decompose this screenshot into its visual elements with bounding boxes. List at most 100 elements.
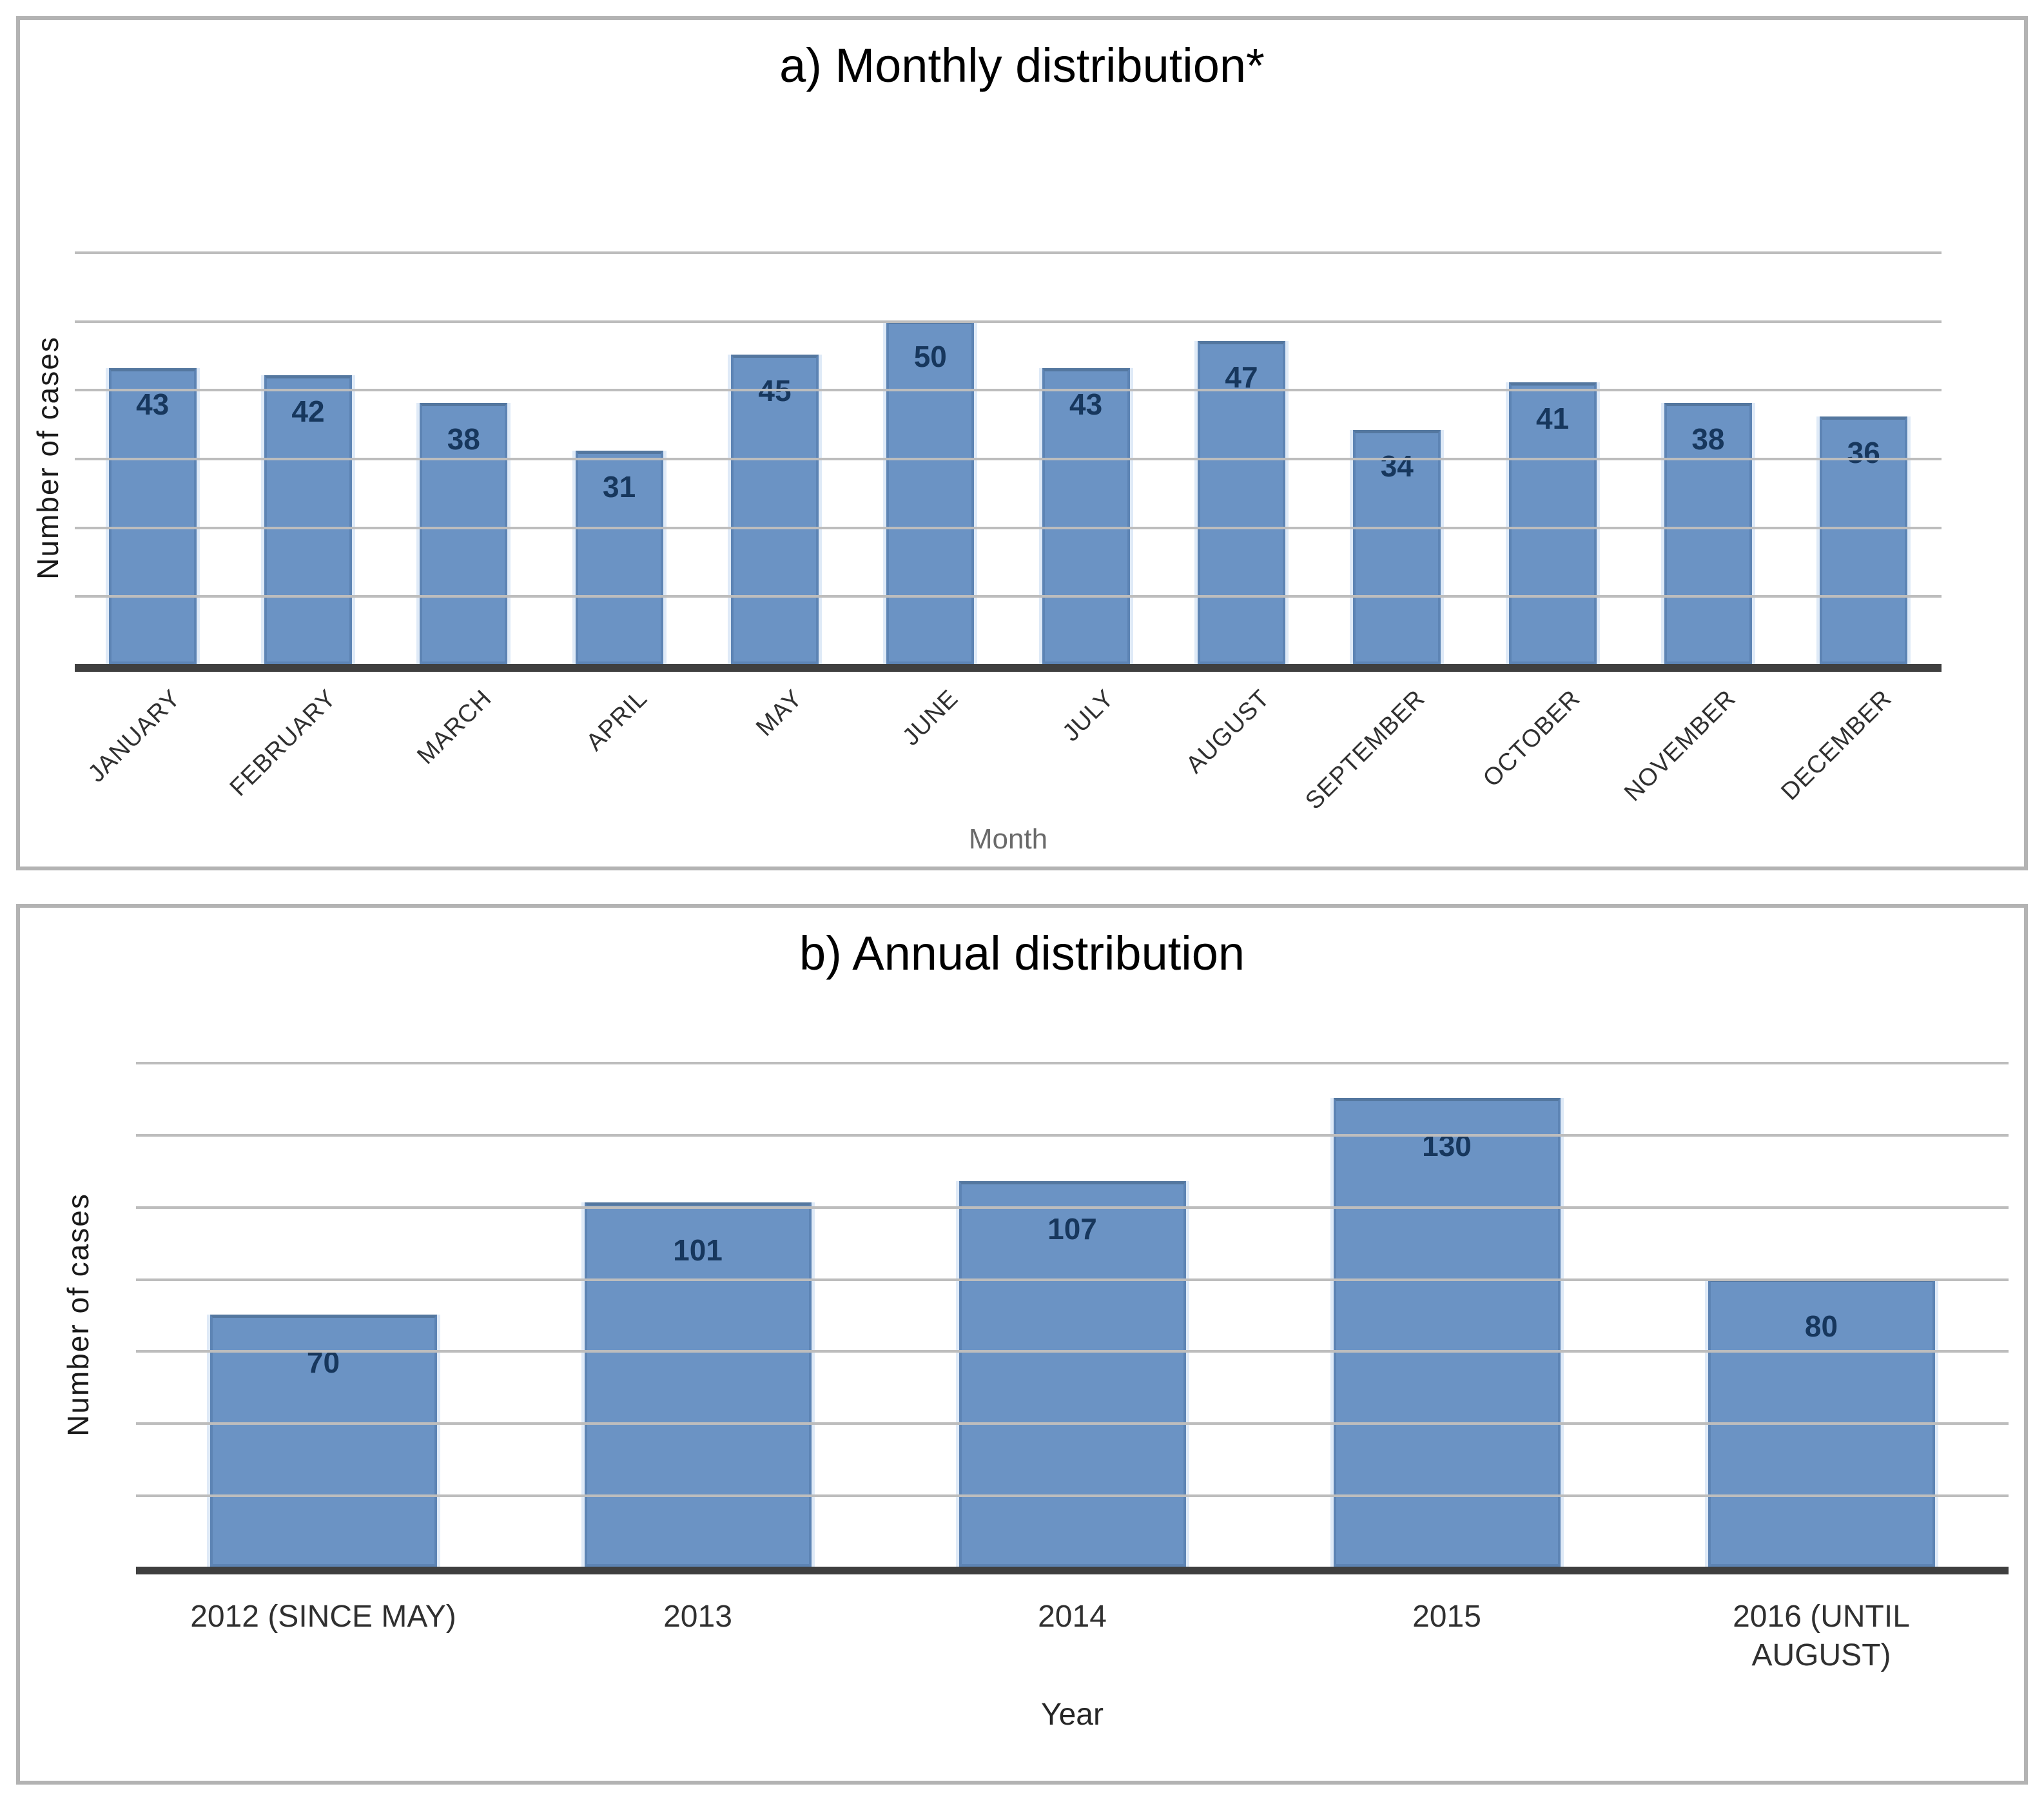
x-tick-slot: JANUARY bbox=[75, 672, 230, 804]
gridline bbox=[136, 1350, 2009, 1353]
x-tick-slot: MARCH bbox=[386, 672, 541, 804]
gridline bbox=[136, 1062, 2009, 1064]
bar-slot: 80 bbox=[1634, 1062, 2009, 1567]
bar-slot: 107 bbox=[885, 1062, 1260, 1567]
x-tick-slot: FEBRUARY bbox=[225, 672, 385, 804]
x-tick-label: JUNE bbox=[897, 685, 964, 751]
bar: 31 bbox=[575, 451, 663, 664]
x-tick-slot: 2012 (SINCE MAY) bbox=[136, 1574, 511, 1684]
bar-slot: 70 bbox=[136, 1062, 511, 1567]
x-tick-label: DECEMBER bbox=[1776, 685, 1897, 806]
bars-row: 70 101 107 130 80 bbox=[136, 1062, 2009, 1567]
x-tick-label: APRIL bbox=[581, 685, 653, 756]
x-tick-slot: DECEMBER bbox=[1776, 672, 1942, 806]
x-tick-labels: JANUARY FEBRUARY MARCH APRIL MAY JUNE JULY AUGU… bbox=[75, 672, 1942, 815]
bar: 41 bbox=[1508, 382, 1597, 664]
bar-slot: 38 bbox=[1630, 251, 1786, 664]
gridline bbox=[75, 389, 1942, 392]
x-tick-slot: APRIL bbox=[541, 672, 697, 804]
x-tick-label: 2015 bbox=[1412, 1600, 1481, 1634]
gridline bbox=[136, 1422, 2009, 1425]
x-tick-slot: SEPTEMBER bbox=[1300, 672, 1475, 815]
x-tick-label: MARCH bbox=[412, 685, 498, 770]
x-tick-slot: 2014 bbox=[885, 1574, 1260, 1684]
bar-slot: 42 bbox=[230, 251, 385, 664]
bar-slot: 43 bbox=[75, 251, 230, 664]
bar: 42 bbox=[264, 375, 352, 664]
x-tick-label: FEBRUARY bbox=[224, 685, 342, 802]
bar-value-label: 42 bbox=[291, 395, 325, 428]
bar-value-label: 38 bbox=[1691, 422, 1725, 456]
x-tick-label: 2014 bbox=[1038, 1600, 1107, 1634]
bar-slot: 50 bbox=[853, 251, 1008, 664]
bar-value-label: 47 bbox=[1225, 360, 1258, 394]
gridline bbox=[136, 1494, 2009, 1498]
bar-slot: 34 bbox=[1319, 251, 1475, 664]
bars-row: 43 42 38 31 45 50 43 47 34 41 38 36 bbox=[75, 251, 1942, 664]
gridline bbox=[136, 1278, 2009, 1281]
gridline bbox=[136, 1133, 2009, 1137]
chart-body-monthly: Number of cases 43 42 38 31 45 50 43 47 34 41 38 36… bbox=[20, 251, 2024, 856]
x-tick-label: 2013 bbox=[663, 1600, 732, 1634]
bar-slot: 41 bbox=[1475, 251, 1630, 664]
x-tick-label: SEPTEMBER bbox=[1300, 685, 1430, 815]
bar: 101 bbox=[584, 1202, 812, 1567]
bar: 130 bbox=[1333, 1097, 1561, 1567]
gridline bbox=[75, 458, 1942, 460]
bar-slot: 38 bbox=[386, 251, 541, 664]
x-tick-slot: 2013 bbox=[511, 1574, 885, 1684]
x-tick-slot: JULY bbox=[1008, 672, 1163, 804]
plot-column: 70 101 107 130 80 2012 (SINCE MAY) 2013 2014 20… bbox=[136, 1062, 2024, 1732]
bar: 38 bbox=[1664, 402, 1752, 664]
bar: 50 bbox=[886, 320, 975, 664]
y-axis-title-area: Number of cases bbox=[20, 251, 75, 664]
x-tick-label: NOVEMBER bbox=[1619, 685, 1742, 807]
bar-value-label: 36 bbox=[1847, 436, 1880, 469]
y-axis-title: Number of cases bbox=[30, 336, 64, 580]
bar-value-label: 43 bbox=[1069, 387, 1103, 422]
x-tick-label: AUGUST bbox=[1180, 685, 1275, 779]
y-axis-title-area: Number of cases bbox=[20, 1062, 136, 1567]
bar-value-label: 43 bbox=[136, 387, 170, 422]
bar-value-label: 38 bbox=[447, 422, 480, 456]
plot-area: 70 101 107 130 80 bbox=[136, 1062, 2009, 1574]
x-tick-label: 2012 (SINCE MAY) bbox=[190, 1600, 456, 1634]
y-axis-title: Number of cases bbox=[61, 1192, 95, 1436]
bar-slot: 45 bbox=[697, 251, 852, 664]
bar-value-label: 107 bbox=[1047, 1211, 1097, 1246]
x-tick-slot: 2016 (UNTIL AUGUST) bbox=[1634, 1574, 2009, 1684]
bar: 38 bbox=[420, 402, 508, 664]
x-tick-label: OCTOBER bbox=[1478, 685, 1586, 793]
chart-title-annual: b) Annual distribution bbox=[799, 926, 1245, 980]
gridline bbox=[75, 595, 1942, 598]
bar-value-label: 50 bbox=[913, 339, 947, 373]
x-axis-title: Year bbox=[1041, 1698, 1104, 1732]
panel-monthly-distribution: a) Monthly distribution* Number of cases… bbox=[16, 16, 2028, 870]
bar-slot: 47 bbox=[1163, 251, 1319, 664]
bar: 43 bbox=[1042, 368, 1130, 664]
panel-annual-distribution: b) Annual distribution Number of cases 7… bbox=[16, 904, 2028, 1785]
x-tick-label: 2016 (UNTIL AUGUST) bbox=[1733, 1600, 1910, 1672]
bar-value-label: 101 bbox=[673, 1233, 723, 1268]
x-tick-slot: JUNE bbox=[853, 672, 1008, 804]
bar-value-label: 34 bbox=[1380, 449, 1414, 484]
plot-column: 43 42 38 31 45 50 43 47 34 41 38 36 JANUARY FEBRUARY… bbox=[75, 251, 2024, 856]
gridline bbox=[75, 320, 1942, 323]
bar: 34 bbox=[1353, 430, 1441, 664]
chart-title-monthly: a) Monthly distribution* bbox=[779, 39, 1265, 92]
x-axis-title: Month bbox=[968, 823, 1048, 855]
bar: 70 bbox=[209, 1314, 437, 1567]
bar-slot: 130 bbox=[1260, 1062, 1634, 1567]
x-tick-label: MAY bbox=[751, 685, 808, 742]
bar: 43 bbox=[108, 368, 197, 664]
x-tick-slot: OCTOBER bbox=[1475, 672, 1630, 804]
bar: 45 bbox=[730, 355, 819, 664]
bar-slot: 31 bbox=[541, 251, 697, 664]
plot-area: 43 42 38 31 45 50 43 47 34 41 38 36 bbox=[75, 251, 1942, 672]
x-tick-slot: MAY bbox=[697, 672, 852, 804]
x-tick-slot: 2015 bbox=[1260, 1574, 1634, 1684]
bar: 36 bbox=[1820, 416, 1908, 664]
x-tick-label: JANUARY bbox=[83, 685, 186, 788]
bar-value-label: 31 bbox=[603, 470, 636, 504]
x-tick-slot: NOVEMBER bbox=[1620, 672, 1786, 807]
